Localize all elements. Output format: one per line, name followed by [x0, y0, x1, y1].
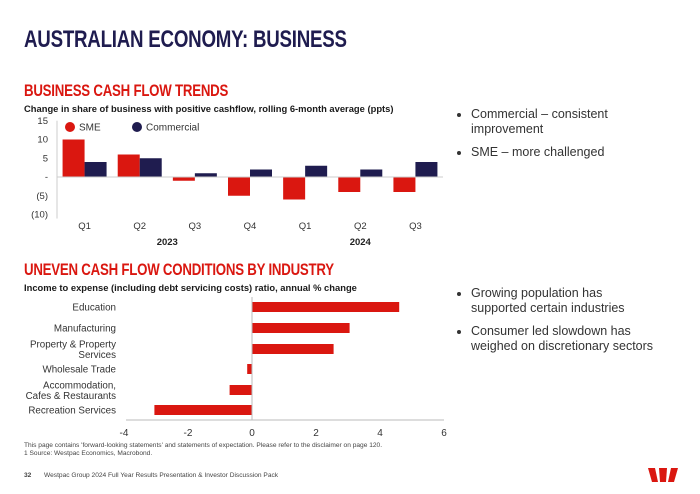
bullets-top: Commercial – consistent improvement SME –… — [455, 107, 655, 168]
x-tick-label: 2 — [313, 428, 319, 439]
y-tick-label: (5) — [36, 191, 48, 202]
bar — [229, 385, 252, 395]
cashflow-chart-subtitle: Change in share of business with positiv… — [24, 103, 394, 114]
bar-sme — [283, 177, 306, 200]
bar — [252, 302, 400, 312]
bar-sme — [117, 154, 140, 177]
footer-text: Westpac Group 2024 Full Year Results Pre… — [44, 472, 279, 479]
x-tick-label: Q1 — [78, 221, 91, 232]
industry-chart-title: UNEVEN CASH FLOW CONDITIONS BY INDUSTRY — [24, 260, 421, 280]
y-tick-label: 5 — [43, 153, 48, 164]
x-tick-label: Q3 — [189, 221, 202, 232]
industry-chart-title-text: UNEVEN CASH FLOW CONDITIONS BY INDUSTRY — [24, 260, 334, 279]
bar — [252, 323, 350, 333]
y-tick-label: - — [45, 172, 48, 183]
bar-commercial — [139, 158, 162, 177]
bar-sme — [62, 139, 85, 177]
bar-sme — [228, 177, 250, 196]
bar-commercial — [360, 169, 383, 177]
page-number: 32 — [24, 472, 32, 479]
category-label: Cafes & Restaurants — [26, 391, 116, 402]
source-note: 1 Source: Westpac Economics, Macrobond. — [24, 450, 153, 457]
x-tick-label: 6 — [441, 428, 447, 439]
page-title: AUSTRALIAN ECONOMY: BUSINESS — [24, 26, 438, 54]
x-tick-label: Q2 — [354, 221, 367, 232]
category-label: Accommodation, — [43, 380, 116, 391]
bar-commercial — [194, 173, 217, 177]
x-group-label: 2023 — [157, 237, 178, 248]
industry-chart-subtitle: Income to expense (including debt servic… — [24, 282, 357, 293]
legend-label: Commercial — [146, 123, 199, 134]
bullets-bottom: Growing population has supported certain… — [455, 286, 655, 362]
bar — [247, 364, 252, 374]
bar-sme — [172, 177, 195, 181]
legend-marker-commercial — [132, 122, 142, 132]
x-tick-label: Q3 — [409, 221, 422, 232]
x-tick-label: -2 — [184, 428, 193, 439]
industry-chart: Education Manufacturing Property & Propert… — [26, 297, 447, 439]
bar — [252, 344, 334, 354]
category-label: Recreation Services — [28, 406, 116, 417]
category-label: Services — [78, 350, 116, 361]
x-tick-label: Q1 — [299, 221, 312, 232]
bar-commercial — [415, 162, 438, 177]
x-tick-label: Q2 — [133, 221, 146, 232]
westpac-logo — [648, 468, 678, 482]
category-label: Education — [72, 303, 116, 314]
x-tick-label: Q4 — [244, 221, 257, 232]
bullet: SME – more challenged — [471, 145, 655, 160]
bullet: Commercial – consistent improvement — [471, 107, 655, 137]
legend-marker-sme — [65, 122, 75, 132]
page-title-text: AUSTRALIAN ECONOMY: BUSINESS — [24, 26, 347, 53]
x-tick-label: 0 — [249, 428, 255, 439]
disclaimer: This page contains 'forward-looking stat… — [24, 442, 383, 449]
cashflow-chart: 15 10 5 - (5) (10) Q1 Q2 Q3 Q4 Q1 Q2 Q3 2023 2024 SME Co… — [31, 116, 443, 248]
legend-label: SME — [79, 123, 101, 134]
cashflow-chart-title-text: BUSINESS CASH FLOW TRENDS — [24, 81, 229, 100]
y-tick-label: (10) — [31, 210, 48, 221]
y-tick-label: 15 — [37, 116, 48, 127]
bullet: Growing population has supported certain… — [471, 286, 655, 316]
bar-commercial — [84, 162, 107, 177]
bar-sme — [393, 177, 416, 192]
cashflow-chart-title: BUSINESS CASH FLOW TRENDS — [24, 81, 286, 101]
y-tick-label: 10 — [37, 135, 48, 146]
x-tick-label: -4 — [120, 428, 129, 439]
x-tick-label: 4 — [377, 428, 383, 439]
bar-commercial — [305, 165, 328, 177]
bar-sme — [338, 177, 361, 192]
bar — [154, 405, 252, 415]
bullet: Consumer led slowdown has weighed on dis… — [471, 324, 655, 354]
category-label: Wholesale Trade — [42, 365, 116, 376]
x-group-label: 2024 — [350, 237, 372, 248]
category-label: Manufacturing — [54, 324, 116, 335]
bar-commercial — [250, 169, 272, 177]
category-label: Property & Property — [30, 339, 116, 350]
